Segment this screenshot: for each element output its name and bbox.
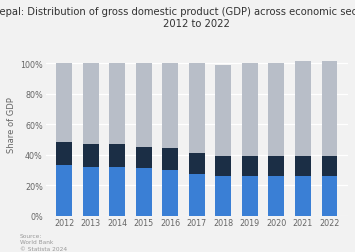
Bar — [136, 169, 152, 216]
Bar — [295, 62, 311, 156]
Bar — [83, 167, 99, 216]
Bar — [56, 166, 72, 216]
Bar — [242, 156, 258, 176]
Bar — [242, 64, 258, 156]
Bar — [189, 153, 205, 175]
Bar — [83, 144, 99, 167]
Bar — [215, 156, 231, 176]
Text: Source:
World Bank
© Statista 2024: Source: World Bank © Statista 2024 — [20, 233, 67, 251]
Title: Nepal: Distribution of gross domestic product (GDP) across economic sectors from: Nepal: Distribution of gross domestic pr… — [0, 7, 355, 28]
Bar — [242, 176, 258, 216]
Bar — [109, 167, 125, 216]
Bar — [189, 175, 205, 216]
Bar — [109, 144, 125, 167]
Bar — [136, 147, 152, 169]
Bar — [162, 149, 178, 170]
Bar — [136, 64, 152, 147]
Bar — [56, 64, 72, 143]
Bar — [268, 156, 284, 176]
Bar — [215, 176, 231, 216]
Bar — [268, 64, 284, 156]
Bar — [109, 64, 125, 144]
Bar — [322, 176, 338, 216]
Bar — [322, 156, 338, 176]
Bar — [162, 170, 178, 216]
Bar — [322, 62, 338, 156]
Bar — [56, 143, 72, 166]
Bar — [162, 64, 178, 149]
Bar — [189, 64, 205, 153]
Bar — [268, 176, 284, 216]
Y-axis label: Share of GDP: Share of GDP — [7, 97, 16, 152]
Bar — [83, 64, 99, 144]
Bar — [295, 176, 311, 216]
Bar — [295, 156, 311, 176]
Bar — [215, 65, 231, 156]
